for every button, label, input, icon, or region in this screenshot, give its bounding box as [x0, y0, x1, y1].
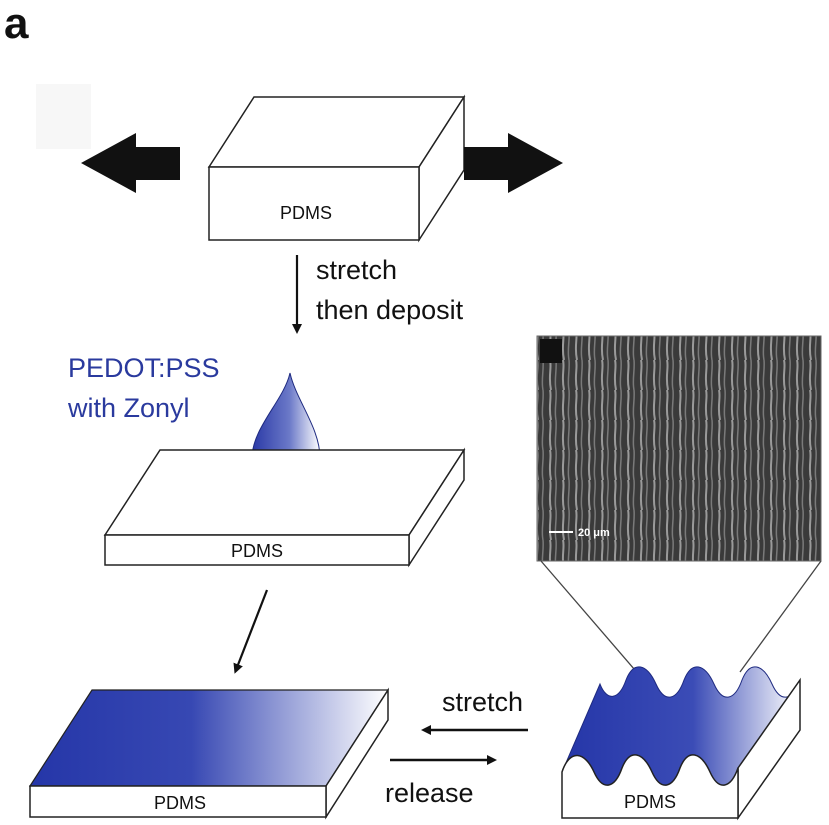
step2-diagonal-arrow	[233, 589, 269, 674]
step2-pdms-block: PDMS	[103, 447, 466, 568]
step1-pdms-block: PDMS	[207, 94, 466, 243]
step3-pdms-label: PDMS	[154, 793, 206, 813]
right-arrow-icon	[464, 133, 563, 193]
micrograph-corner-mark	[540, 339, 562, 363]
faint-square	[36, 84, 91, 149]
cycle-stretch-label: stretch	[442, 687, 523, 717]
left-arrow-icon	[81, 133, 180, 193]
sem-micrograph: 20 μm	[536, 335, 822, 562]
then-deposit-text: then deposit	[316, 295, 464, 325]
step4-wavy-block: PDMS	[561, 666, 801, 821]
zoom-line-left	[540, 560, 642, 678]
solution-line2: with Zonyl	[67, 393, 190, 423]
stretch-text: stretch	[316, 255, 397, 285]
solution-line1: PEDOT:PSS	[68, 353, 220, 383]
step4-pdms-label: PDMS	[624, 792, 676, 812]
scale-bar-label: 20 μm	[578, 527, 610, 539]
step3-coated-block: PDMS	[28, 687, 390, 820]
zoom-line-right	[739, 560, 822, 673]
panel-label: a	[4, 0, 29, 48]
step2-pdms-label: PDMS	[231, 541, 283, 561]
step1-pdms-label: PDMS	[280, 203, 332, 223]
cycle-release-label: release	[385, 778, 474, 808]
